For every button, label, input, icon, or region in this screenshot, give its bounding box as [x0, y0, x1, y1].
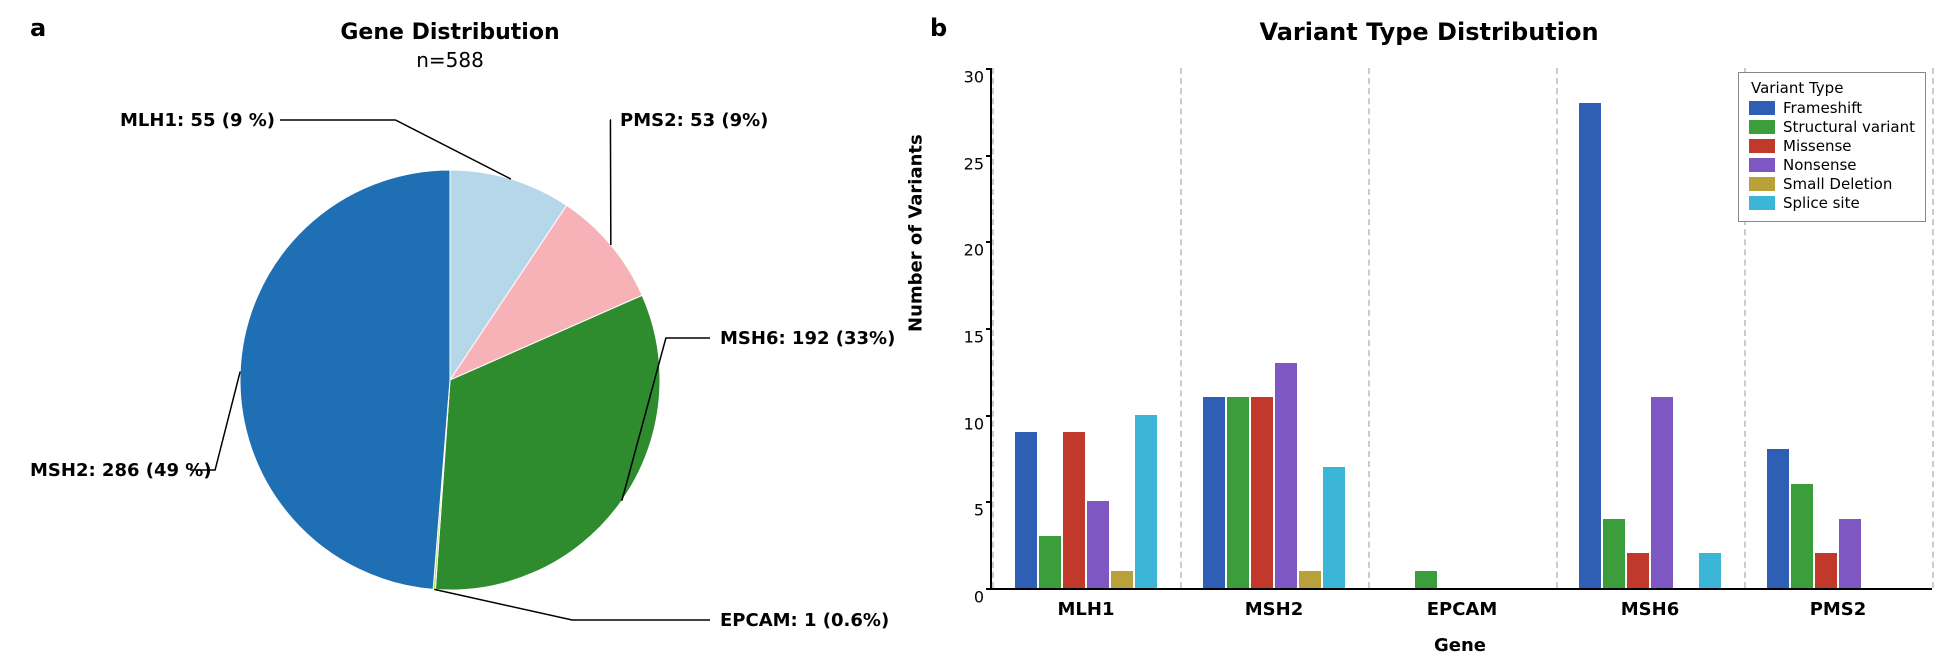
x-tick-label: MLH1 — [992, 599, 1180, 620]
bar — [1251, 397, 1273, 588]
x-tick-label: MSH2 — [1180, 599, 1368, 620]
bar — [1299, 571, 1321, 588]
bar — [1815, 553, 1837, 588]
bar-title: Variant Type Distribution — [900, 18, 1958, 46]
legend-swatch — [1749, 139, 1775, 153]
bar — [1603, 519, 1625, 588]
bar — [1699, 553, 1721, 588]
x-tick-label: EPCAM — [1368, 599, 1556, 620]
y-axis-label: Number of Variants — [906, 134, 927, 332]
legend-item: Frameshift — [1749, 99, 1915, 117]
pie-title: Gene Distribution — [0, 20, 900, 45]
legend-label: Nonsense — [1783, 156, 1857, 174]
legend: Variant Type FrameshiftStructural variant… — [1738, 72, 1926, 222]
bar — [1015, 432, 1037, 588]
bar-group-msh6: MSH6 — [1578, 103, 1722, 588]
legend-item: Structural variant — [1749, 118, 1915, 136]
pie-label-msh2: MSH2: 286 (49 %) — [30, 460, 212, 481]
figure: a Gene Distribution n=588 MLH1: 55 (9 %)… — [0, 0, 1958, 664]
pie-label-msh6: MSH6: 192 (33%) — [720, 328, 895, 349]
grid-line — [1556, 68, 1558, 588]
bar-group-epcam: EPCAM — [1390, 571, 1534, 588]
bar-group-mlh1: MLH1 — [1014, 415, 1158, 588]
bar-group-pms2: PMS2 — [1766, 449, 1910, 588]
y-tick: 20 — [942, 241, 984, 260]
y-tick: 15 — [942, 328, 984, 347]
legend-item: Splice site — [1749, 194, 1915, 212]
bar — [1415, 571, 1437, 588]
pie-label-pms2: PMS2: 53 (9%) — [620, 110, 768, 131]
y-tick: 5 — [942, 501, 984, 520]
legend-label: Small Deletion — [1783, 175, 1892, 193]
grid-line — [1932, 68, 1934, 588]
pie-leader-pms2 — [610, 120, 611, 245]
panel-b: b Variant Type Distribution Number of Va… — [900, 0, 1958, 664]
legend-item: Missense — [1749, 137, 1915, 155]
bar — [1087, 501, 1109, 588]
legend-swatch — [1749, 196, 1775, 210]
pie-leader-mlh1 — [280, 120, 511, 179]
y-tick: 0 — [942, 588, 984, 607]
grid-line — [1368, 68, 1370, 588]
pie-chart: MLH1: 55 (9 %) PMS2: 53 (9%) MSH6: 192 (33… — [0, 90, 900, 650]
x-axis-label: Gene — [990, 635, 1930, 656]
legend-item: Small Deletion — [1749, 175, 1915, 193]
bar — [1627, 553, 1649, 588]
bar — [1791, 484, 1813, 588]
grid-line — [1180, 68, 1182, 588]
x-tick-label: MSH6 — [1556, 599, 1744, 620]
legend-label: Structural variant — [1783, 118, 1915, 136]
legend-label: Splice site — [1783, 194, 1860, 212]
bar — [1135, 415, 1157, 588]
pie-label-mlh1: MLH1: 55 (9 %) — [120, 110, 275, 131]
legend-swatch — [1749, 177, 1775, 191]
bar — [1227, 397, 1249, 588]
legend-swatch — [1749, 101, 1775, 115]
bar — [1839, 519, 1861, 588]
grid-line — [992, 68, 994, 588]
pie-subtitle: n=588 — [0, 48, 900, 72]
bar — [1111, 571, 1133, 588]
pie-leader-msh2 — [190, 372, 240, 470]
legend-title: Variant Type — [1749, 79, 1915, 97]
bar — [1651, 397, 1673, 588]
bar — [1203, 397, 1225, 588]
bar — [1579, 103, 1601, 588]
y-tick: 10 — [942, 414, 984, 433]
pie-slice-msh2 — [240, 170, 450, 589]
pie-svg — [0, 90, 900, 650]
legend-swatch — [1749, 158, 1775, 172]
y-tick: 30 — [942, 68, 984, 87]
bar-group-msh2: MSH2 — [1202, 363, 1346, 588]
bar — [1039, 536, 1061, 588]
panel-a: a Gene Distribution n=588 MLH1: 55 (9 %)… — [0, 0, 900, 664]
legend-label: Missense — [1783, 137, 1852, 155]
bar-chart: 051015202530MLH1MSH2EPCAMMSH6PMS2Variant… — [990, 68, 1932, 590]
pie-label-epcam: EPCAM: 1 (0.6%) — [720, 610, 889, 631]
bar — [1323, 467, 1345, 588]
y-tick: 25 — [942, 154, 984, 173]
bar — [1275, 363, 1297, 588]
bar — [1767, 449, 1789, 588]
bar — [1063, 432, 1085, 588]
pie-leader-epcam — [434, 589, 710, 620]
legend-label: Frameshift — [1783, 99, 1862, 117]
x-tick-label: PMS2 — [1744, 599, 1932, 620]
legend-item: Nonsense — [1749, 156, 1915, 174]
legend-swatch — [1749, 120, 1775, 134]
